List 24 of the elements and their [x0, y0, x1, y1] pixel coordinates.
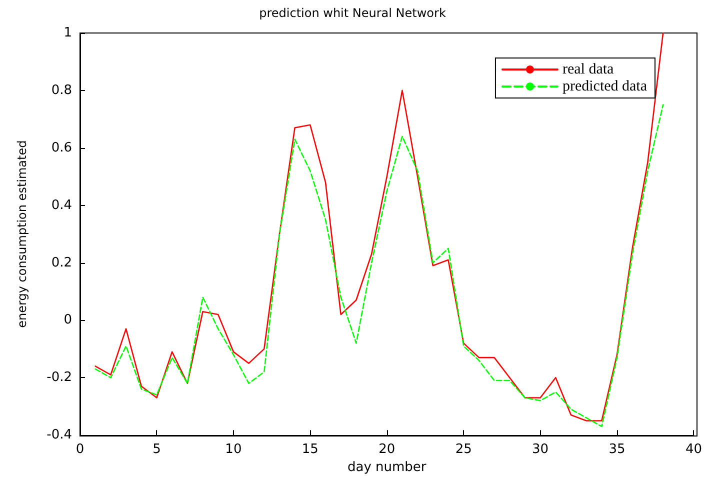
y-tick-label: 0.6 [51, 140, 72, 156]
x-axis-title: day number [347, 460, 427, 475]
chart-title: prediction whit Neural Network [259, 6, 446, 20]
y-tick-label: 0.2 [51, 255, 72, 270]
y-tick-label: -0.4 [46, 428, 72, 443]
y-tick-label: 0 [64, 312, 72, 328]
x-tick-label: 40 [685, 442, 702, 458]
line-series [94, 32, 664, 422]
x-tick-label: 25 [455, 442, 472, 458]
legend-label: real data [562, 62, 614, 78]
y-tick-label: 0.4 [51, 198, 72, 213]
y-tick-label: 0.8 [51, 82, 72, 98]
legend-label: predicted data [562, 78, 648, 94]
x-tick-label: 20 [378, 442, 396, 458]
y-axis-title: energy consumption estimated [15, 140, 29, 328]
x-tick-label: 0 [76, 442, 84, 458]
y-tick-label: -0.2 [46, 370, 72, 386]
x-tick-label: 5 [152, 442, 161, 458]
x-tick-label: 15 [302, 442, 318, 458]
y-tick-label: 1 [64, 26, 72, 40]
x-tick-label: 30 [532, 442, 549, 458]
x-tick-label: 35 [608, 442, 626, 458]
x-tick-label: 10 [225, 442, 242, 458]
line-series [94, 104, 664, 428]
